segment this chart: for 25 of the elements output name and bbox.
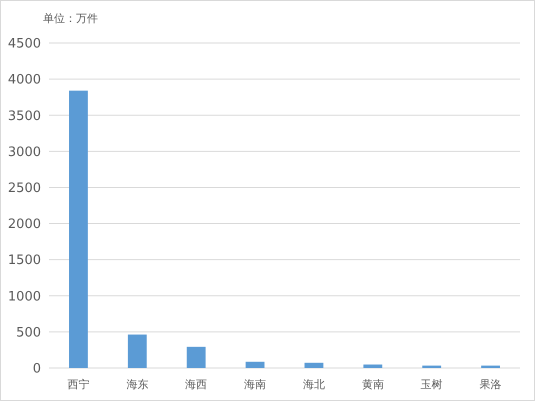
bar [246,362,264,368]
bar [128,334,147,368]
y-tick-label: 4500 [8,36,41,52]
x-tick-label: 黄南 [362,378,384,391]
y-tick-label: 3000 [8,144,41,160]
y-tick-label: 2500 [8,180,41,196]
y-tick-label: 4000 [8,72,41,88]
y-tick-label: 1500 [8,253,41,268]
y-tick-label: 1000 [8,289,41,304]
bar [186,346,206,368]
y-tick-label: 0 [32,362,41,377]
x-tick-label: 海北 [302,378,325,391]
x-tick-label: 海西 [185,378,208,391]
x-tick-label: 西宁 [67,378,90,391]
x-tick-label: 海南 [244,378,266,391]
bar [304,362,324,368]
y-tick-label: 500 [16,325,41,340]
chart-title: 单位：万件 [43,12,98,25]
y-tick-label: 2000 [8,217,41,232]
x-tick-label: 果洛 [480,378,502,391]
bar [363,364,382,368]
x-tick-label: 海东 [126,378,148,391]
x-tick-label: 玉树 [420,378,443,391]
y-tick-label: 3500 [8,108,41,124]
bar [69,90,88,368]
